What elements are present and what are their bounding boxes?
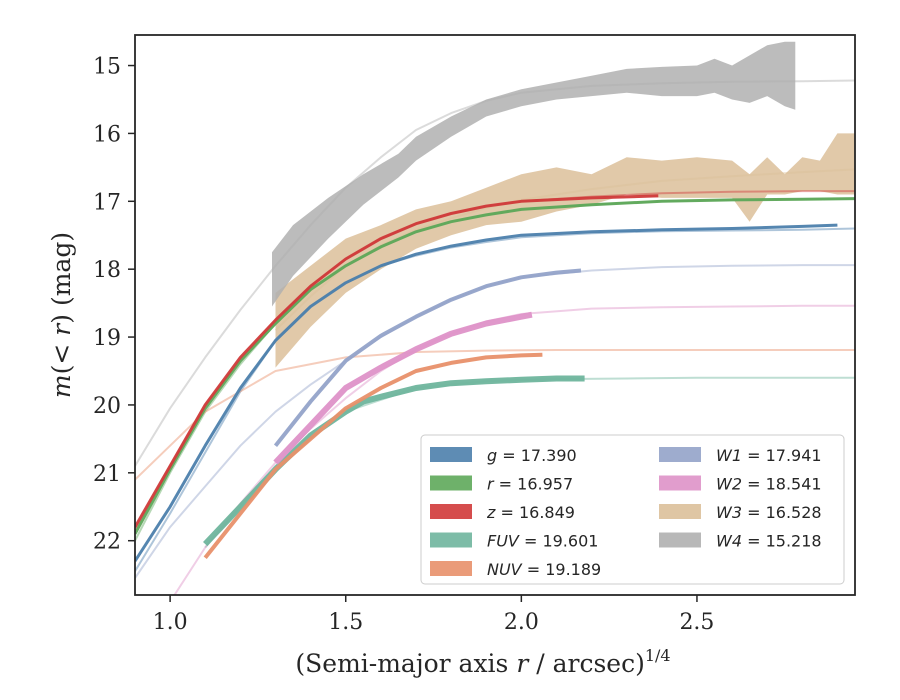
observed-line-nuv [203,352,543,559]
legend-swatch [430,504,472,519]
legend-swatch [659,447,701,462]
legend-label: W1 = 17.941 [716,446,822,465]
legend-item-w1: W1 = 17.941 [659,446,822,465]
legend-swatch [430,561,472,576]
axes-frame [134,34,856,596]
y-tick-label: 17 [93,190,121,215]
band-w4 [272,41,796,307]
y-tick-label: 22 [93,530,121,555]
legend-label: W3 = 16.528 [716,503,822,522]
observed-line-r [135,197,855,535]
legend-label: FUV = 19.601 [487,532,598,551]
legend-swatch [659,475,701,491]
band-w3 [275,133,855,368]
x-tick-label: 2.0 [504,610,539,635]
observed-line-z [135,194,659,528]
legend-item-nuv: NUV = 19.189 [430,560,601,579]
legend-item-g: g = 17.390 [430,446,577,465]
x-axis-title: (Semi-major axis r / arcsec)1/4 [295,646,670,678]
y-axis-title: m(< r) (mag) [47,232,76,398]
x-tick-label: 1.5 [328,610,363,635]
y-tick-label: 21 [93,462,121,487]
legend-item-r: r = 16.957 [430,475,573,494]
observed-line-w1 [273,268,582,447]
x-tick-label: 1.0 [153,610,188,635]
legend-swatch [430,532,472,548]
legend-swatch [430,475,472,491]
legend-swatch [659,532,701,548]
legend-item-fuv: FUV = 19.601 [430,532,598,551]
y-tick-label: 15 [93,55,121,80]
observed-line-g [135,223,838,562]
legend-item-z: z = 16.849 [430,503,575,522]
legend-label: W4 = 15.218 [716,532,822,551]
plot-area [135,41,855,595]
legend-label: W2 = 18.541 [716,475,822,494]
legend-item-w2: W2 = 18.541 [659,475,822,494]
observed-line-w2 [273,311,533,465]
y-tick-label: 16 [93,122,121,147]
y-tick-label: 19 [93,326,121,351]
legend-swatch [430,447,472,462]
legend-box [420,434,845,585]
y-tick-label: 20 [93,394,121,419]
legend-item-w4: W4 = 15.218 [659,532,822,551]
legend: g = 17.390 r = 16.957 z = 16.849 FUV = 19.6… [420,434,845,585]
legend-swatch [659,504,701,519]
x-tick-label: 2.5 [679,610,714,635]
legend-label: g = 17.390 [487,446,577,465]
legend-label: z = 16.849 [486,503,575,522]
y-tick-label: 18 [93,258,121,283]
legend-label: r = 16.957 [487,475,573,494]
y-axis: 15 16 17 18 19 20 21 22 [93,55,135,555]
legend-item-w3: W3 = 16.528 [659,503,822,522]
x-axis: 1.0 1.5 2.0 2.5 [153,595,714,635]
model-line-w4 [135,79,855,467]
legend-label: NUV = 19.189 [487,560,601,579]
